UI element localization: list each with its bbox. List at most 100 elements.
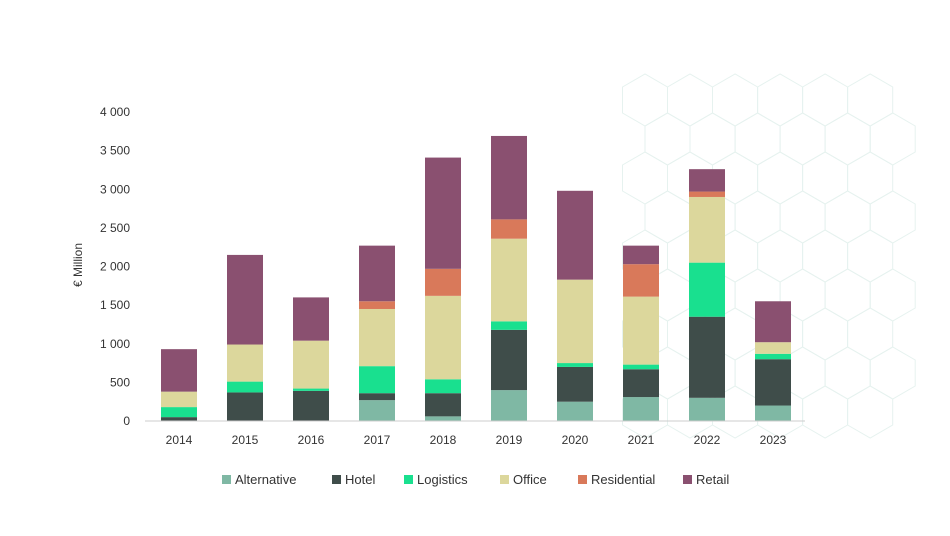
y-tick-label: 1 000	[100, 337, 130, 351]
bar-segment-alternative	[755, 405, 791, 421]
bar-segment-hotel	[359, 393, 395, 401]
legend-label-office: Office	[513, 472, 547, 487]
background-hexagon	[824, 190, 871, 244]
bar-segment-office	[359, 308, 395, 367]
x-axis: 2014 2015 2016 2017 2018 2019 2020 2021 2022 2023	[166, 433, 787, 447]
y-axis-title: € Million	[71, 243, 85, 287]
background-hexagon	[847, 73, 894, 127]
background-hexagon	[869, 346, 916, 400]
x-tick-label: 2018	[430, 433, 457, 447]
background-hexagon	[712, 73, 759, 127]
background-hexagon	[622, 73, 668, 127]
bar-segment-office	[689, 196, 725, 263]
bar-segment-retail	[755, 301, 791, 343]
bar-segment-office	[161, 391, 197, 408]
bar-segment-office	[755, 342, 791, 354]
legend-swatch-hotel	[332, 475, 341, 484]
background-hexagon	[824, 268, 871, 322]
x-tick-label: 2023	[760, 433, 787, 447]
bar-segment-retail	[557, 190, 593, 280]
y-tick-label: 500	[110, 375, 130, 389]
legend-label-retail: Retail	[696, 472, 729, 487]
bar-segment-office	[293, 340, 329, 389]
bar-segment-hotel	[623, 369, 659, 398]
y-tick-label: 3 000	[100, 182, 130, 196]
bar-segment-alternative	[425, 416, 461, 421]
bar-segment-office	[227, 344, 263, 382]
bar-segment-alternative	[557, 401, 593, 421]
bar-segment-hotel	[689, 316, 725, 398]
legend-label-alternative: Alternative	[235, 472, 296, 487]
bar-segment-logistics	[557, 363, 593, 367]
bar-segment-retail	[491, 135, 527, 220]
bar-segment-retail	[227, 254, 263, 345]
y-tick-label: 1 500	[100, 298, 130, 312]
bar-segment-retail	[293, 297, 329, 341]
bar-segment-office	[491, 238, 527, 322]
legend-swatch-alternative	[222, 475, 231, 484]
x-tick-label: 2017	[364, 433, 391, 447]
y-axis: 0 500 1 000 1 500 2 000 2 500 3 000 3 500 4 000	[100, 105, 130, 428]
bar-segment-alternative	[491, 390, 527, 421]
bar-segment-residential	[689, 191, 725, 197]
legend-label-residential: Residential	[591, 472, 655, 487]
x-tick-label: 2021	[628, 433, 655, 447]
bar-segment-logistics	[293, 388, 329, 391]
bar-segment-office	[623, 296, 659, 365]
bar-segment-logistics	[623, 364, 659, 370]
bar-segment-retail	[425, 157, 461, 269]
bar-segment-retail	[359, 245, 395, 302]
bar-segment-retail	[689, 169, 725, 192]
background-hexagon	[779, 112, 826, 166]
bar-segment-residential	[623, 264, 659, 297]
x-tick-label: 2019	[496, 433, 523, 447]
x-tick-label: 2014	[166, 433, 193, 447]
background-hexagon	[734, 112, 781, 166]
background-hexagon	[622, 151, 668, 205]
x-tick-label: 2016	[298, 433, 325, 447]
legend-swatch-office	[500, 475, 509, 484]
background-hexagon	[847, 385, 894, 439]
background-hexagon	[869, 268, 916, 322]
bar-segment-logistics	[161, 407, 197, 418]
bar-segment-alternative	[359, 400, 395, 421]
bar-segment-logistics	[689, 262, 725, 317]
bar-segment-retail	[623, 245, 659, 265]
bar-segment-hotel	[227, 392, 263, 421]
bar-segment-hotel	[557, 366, 593, 402]
bar-segment-logistics	[755, 353, 791, 360]
bar-segment-alternative	[689, 397, 725, 421]
bars-group	[161, 135, 791, 421]
background-hexagon	[734, 190, 781, 244]
legend: Alternative Hotel Logistics Office Residenti…	[222, 472, 729, 487]
y-tick-label: 3 500	[100, 144, 130, 158]
background-hexagon	[802, 73, 849, 127]
bar-segment-logistics	[491, 321, 527, 330]
bar-segment-residential	[425, 268, 461, 296]
background-hexagon	[802, 385, 849, 439]
background-hexagon	[779, 190, 826, 244]
legend-swatch-residential	[578, 475, 587, 484]
bar-segment-logistics	[425, 379, 461, 394]
background-hexagon	[802, 151, 849, 205]
bar-segment-retail	[161, 349, 197, 392]
bar-segment-hotel	[161, 417, 197, 421]
background-hexagon	[757, 229, 804, 283]
background-hexagon	[757, 73, 804, 127]
bar-segment-hotel	[293, 390, 329, 421]
y-tick-label: 2 500	[100, 221, 130, 235]
bar-segment-hotel	[491, 329, 527, 391]
background-hexagon	[869, 112, 916, 166]
x-tick-label: 2022	[694, 433, 721, 447]
y-tick-label: 4 000	[100, 105, 130, 119]
bar-segment-logistics	[227, 381, 263, 393]
background-hexagon	[644, 112, 691, 166]
background-hexagon	[802, 307, 849, 361]
legend-swatch-retail	[683, 475, 692, 484]
background-hexagon	[757, 151, 804, 205]
background-hexagon	[689, 112, 736, 166]
y-tick-label: 0	[123, 414, 130, 428]
legend-label-logistics: Logistics	[417, 472, 468, 487]
legend-label-hotel: Hotel	[345, 472, 375, 487]
